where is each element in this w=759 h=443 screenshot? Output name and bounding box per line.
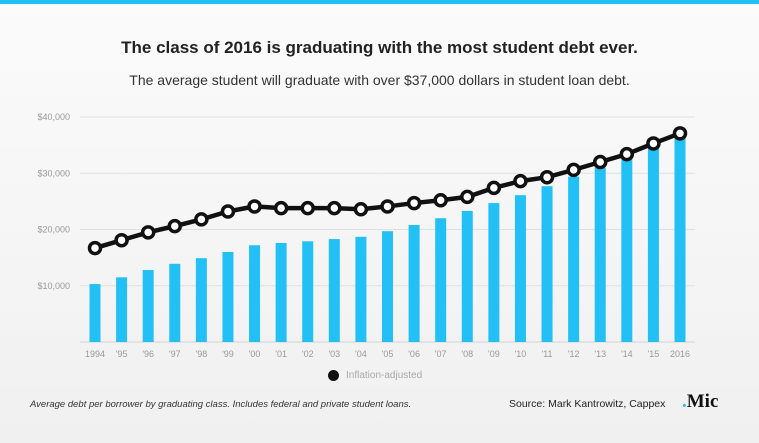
x-tick-label: '95 bbox=[116, 349, 128, 359]
x-tick-label: '05 bbox=[382, 349, 394, 359]
legend-marker-icon bbox=[328, 370, 339, 381]
line-point bbox=[273, 200, 289, 216]
bar bbox=[647, 147, 659, 342]
mic-logo: .Mic bbox=[682, 391, 719, 412]
x-tick-label: '04 bbox=[355, 349, 367, 359]
line-point bbox=[300, 200, 315, 216]
bar bbox=[222, 252, 234, 342]
x-tick-label: '00 bbox=[249, 349, 261, 359]
line-point bbox=[353, 202, 369, 217]
line-point bbox=[167, 218, 183, 234]
bar bbox=[435, 218, 447, 342]
x-tick-label: '01 bbox=[275, 349, 287, 359]
bar bbox=[514, 195, 526, 342]
line-point bbox=[646, 136, 661, 151]
bar bbox=[541, 186, 553, 342]
bar bbox=[275, 243, 287, 342]
bar bbox=[116, 277, 128, 342]
x-tick-label: '14 bbox=[621, 349, 633, 359]
x-tick-label: '12 bbox=[568, 349, 580, 359]
line-point bbox=[566, 162, 581, 178]
line-point bbox=[247, 199, 262, 214]
bar bbox=[621, 159, 633, 342]
bar bbox=[488, 203, 500, 342]
legend: Inflation-adjusted bbox=[328, 370, 422, 381]
y-tick-label: $20,000 bbox=[37, 225, 70, 235]
line-point bbox=[114, 232, 129, 248]
line-point bbox=[406, 195, 422, 211]
line-point bbox=[486, 180, 502, 196]
x-tick-label: '09 bbox=[488, 349, 500, 359]
footnote: Average debt per borrower by graduating … bbox=[30, 399, 412, 410]
line-point bbox=[87, 240, 103, 256]
series-line bbox=[94, 131, 681, 251]
x-tick-label: 2016 bbox=[670, 349, 690, 359]
line-point bbox=[619, 146, 635, 162]
line-point bbox=[513, 173, 528, 189]
bar bbox=[302, 241, 314, 342]
x-tick-label: '97 bbox=[169, 349, 181, 359]
bar bbox=[594, 167, 606, 342]
line-point bbox=[194, 212, 209, 227]
line-point bbox=[460, 189, 475, 205]
x-tick-label: '96 bbox=[142, 349, 154, 359]
top-accent-bar bbox=[0, 0, 759, 4]
x-tick-label: '06 bbox=[408, 349, 420, 359]
bar bbox=[169, 263, 181, 342]
bar bbox=[674, 132, 686, 342]
line-point bbox=[220, 204, 236, 219]
x-tick-label: 1994 bbox=[85, 349, 105, 359]
legend-label: Inflation-adjusted bbox=[346, 370, 423, 381]
bar bbox=[195, 258, 207, 342]
line-point bbox=[380, 199, 395, 214]
line-point bbox=[327, 200, 342, 216]
bar bbox=[355, 236, 367, 342]
x-tick-label: '03 bbox=[328, 349, 340, 359]
x-tick-label: '10 bbox=[515, 349, 527, 359]
line-point bbox=[672, 126, 688, 141]
bar bbox=[461, 210, 473, 342]
y-tick-label: $40,000 bbox=[37, 112, 70, 122]
x-tick-label: '02 bbox=[302, 349, 314, 359]
line-point bbox=[592, 154, 608, 170]
bar bbox=[568, 176, 580, 342]
line-point bbox=[433, 193, 448, 208]
chart-title: The class of 2016 is graduating with the… bbox=[121, 38, 638, 57]
bar bbox=[142, 270, 154, 342]
source: Source: Mark Kantrowitz, Cappex bbox=[509, 398, 666, 410]
bar bbox=[408, 225, 420, 342]
bar bbox=[249, 245, 261, 342]
x-tick-label: '13 bbox=[594, 349, 606, 359]
x-tick-label: '99 bbox=[222, 349, 234, 359]
x-tick-label: '07 bbox=[435, 349, 447, 359]
bar bbox=[382, 231, 393, 342]
chart-subtitle: The average student will graduate with o… bbox=[129, 72, 630, 88]
bar bbox=[89, 284, 101, 342]
y-tick-label: $10,000 bbox=[37, 281, 70, 291]
line-point bbox=[539, 169, 555, 185]
line-point bbox=[140, 225, 156, 240]
x-tick-label: '98 bbox=[195, 349, 207, 359]
x-tick-label: '08 bbox=[461, 349, 473, 359]
x-tick-label: '15 bbox=[648, 349, 660, 359]
x-tick-label: '11 bbox=[542, 349, 553, 359]
y-tick-label: $30,000 bbox=[37, 168, 70, 178]
bar bbox=[328, 239, 340, 342]
